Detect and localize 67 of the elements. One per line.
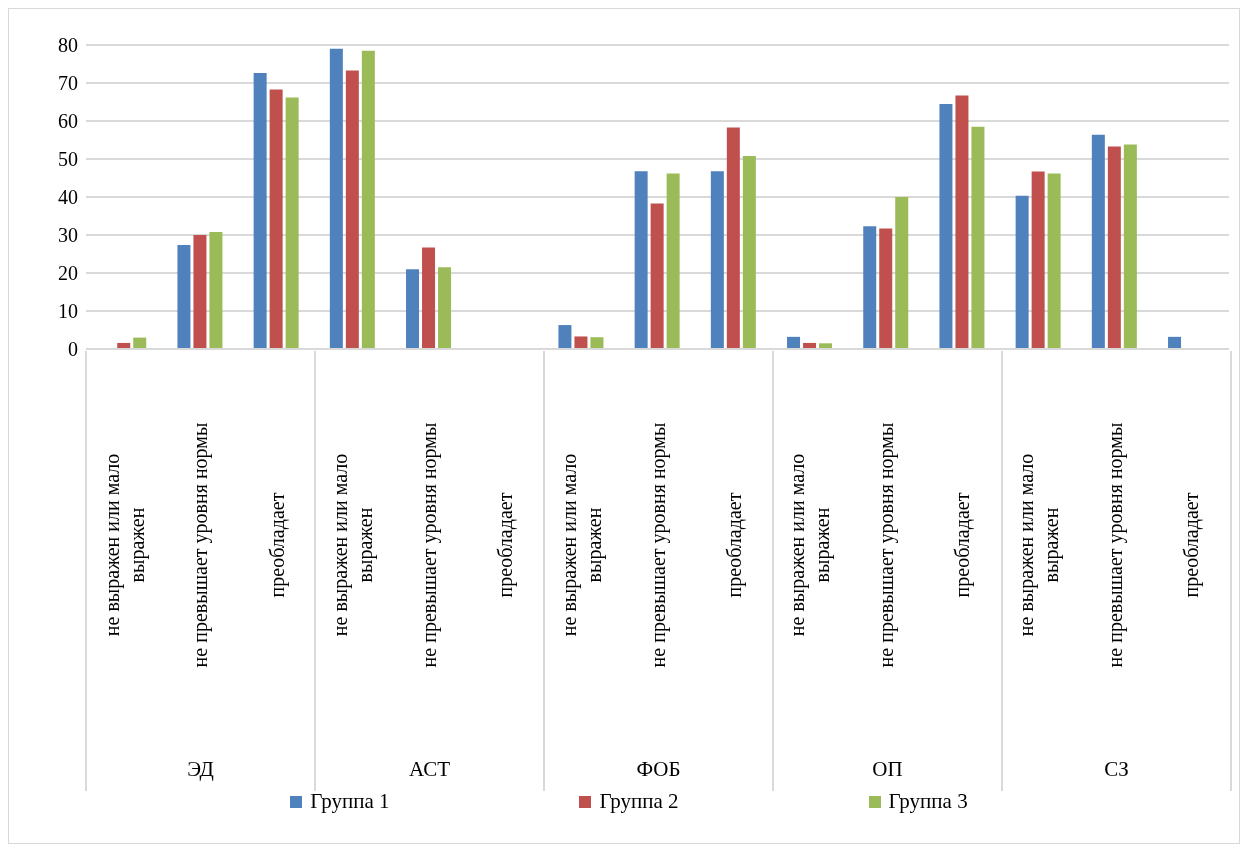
x-tick-label: не превышает уровня нормы <box>189 422 213 668</box>
x-tick-label: преобладает <box>1179 492 1203 598</box>
bar <box>361 50 375 349</box>
text: АСТ <box>409 757 451 781</box>
x-tick-label: не превышает уровня нормы <box>646 422 670 668</box>
bar <box>1168 336 1182 349</box>
x-tick-label: преобладает <box>494 492 518 598</box>
bar <box>253 73 267 349</box>
bar <box>863 226 877 349</box>
bar <box>879 228 893 349</box>
x-tick-label: не превышает уровня нормы <box>417 422 441 668</box>
y-tick-label: 40 <box>58 186 78 209</box>
legend-label: Группа 1 <box>309 789 390 814</box>
x-tick-label: не выражен или мало выражен <box>557 453 606 637</box>
bar <box>590 337 604 349</box>
y-tick-label: 70 <box>58 72 78 95</box>
bar <box>634 171 648 349</box>
x-tick-label: не выражен или мало выражен <box>100 453 149 637</box>
bar <box>438 267 452 349</box>
bar <box>209 231 223 349</box>
bar <box>269 89 283 349</box>
bar <box>939 103 953 349</box>
bar <box>193 235 207 349</box>
x-tick-label: не превышает уровня нормы <box>1103 422 1127 668</box>
bar <box>955 95 969 349</box>
y-tick-label: 0 <box>68 338 78 361</box>
x-tick-label: преобладает <box>265 492 289 598</box>
bar <box>1031 171 1045 349</box>
text: ЭД <box>187 757 214 781</box>
y-tick-label: 30 <box>58 224 78 247</box>
bar <box>558 325 572 349</box>
bar <box>726 127 740 349</box>
legend-label: Группа 3 <box>887 789 968 814</box>
x-tick-label: преобладает <box>722 492 746 598</box>
bar <box>710 171 724 349</box>
text: СЗ <box>1104 757 1129 781</box>
bar <box>574 336 588 349</box>
bar <box>895 197 909 349</box>
y-tick-label: 20 <box>58 262 78 285</box>
bar <box>1123 144 1137 349</box>
bar <box>1047 173 1061 349</box>
bar <box>345 70 359 349</box>
bar <box>650 203 664 349</box>
text: ОП <box>872 757 903 781</box>
bar <box>1091 134 1105 349</box>
bar <box>971 126 985 349</box>
y-tick-label: 10 <box>58 300 78 323</box>
bar <box>422 247 436 349</box>
x-tick-label: не выражен или мало выражен <box>786 453 835 637</box>
bar <box>1015 195 1029 349</box>
x-tick-label: преобладает <box>951 492 975 598</box>
bar <box>406 269 420 349</box>
bar <box>787 336 801 349</box>
bar <box>1107 146 1121 349</box>
bar <box>329 48 343 349</box>
text: ФОБ <box>636 757 681 781</box>
y-tick-label: 50 <box>58 148 78 171</box>
bar <box>666 173 680 349</box>
x-tick-label: не превышает уровня нормы <box>875 422 899 668</box>
y-tick-label: 60 <box>58 110 78 133</box>
bar <box>285 97 299 349</box>
x-tick-label: не выражен или мало выражен <box>1015 453 1063 637</box>
bar <box>742 155 756 349</box>
legend-label: Группа 2 <box>598 789 679 814</box>
bar <box>177 244 191 349</box>
y-tick-label: 80 <box>58 34 78 57</box>
x-tick-label: не выражен или мало выражен <box>329 453 378 637</box>
